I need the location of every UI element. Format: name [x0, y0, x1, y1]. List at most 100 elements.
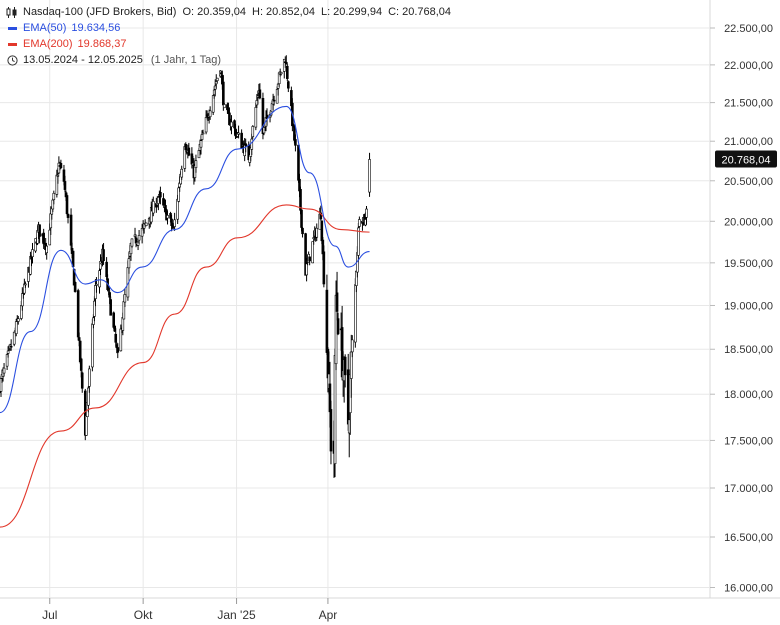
candle-body — [180, 168, 184, 178]
candle-body — [208, 110, 212, 118]
candle-body — [93, 300, 96, 317]
candlestick-icon — [6, 6, 18, 18]
candle-body — [144, 222, 148, 226]
candle-body — [76, 290, 80, 338]
candle-body — [305, 263, 308, 276]
candle-body — [2, 367, 6, 374]
candle-body — [38, 224, 41, 237]
chart-legend: Nasdaq-100 (JFD Brokers, Bid) O: 20.359,… — [6, 4, 451, 68]
ema50-swatch — [7, 26, 17, 30]
candle-body — [199, 140, 203, 148]
candle-body — [311, 241, 314, 264]
candle-body — [200, 134, 204, 140]
candle-body — [300, 209, 303, 228]
period-label: (1 Jahr, 1 Tag) — [150, 54, 222, 66]
y-tick-label: 19.500,00 — [724, 258, 773, 270]
candle-body — [368, 159, 371, 193]
candle-body — [187, 147, 191, 156]
candle-body — [80, 372, 84, 389]
candle-body — [365, 208, 368, 218]
candle-body — [14, 321, 18, 334]
candle-body — [9, 345, 13, 348]
candle-body — [48, 229, 52, 246]
y-tick-label: 18.000,00 — [724, 389, 773, 401]
y-tick-label: 21.000,00 — [724, 136, 773, 148]
ema50-value: 19.634,56 — [71, 22, 121, 34]
candle-body — [166, 215, 169, 219]
last-price-label: 20.768,04 — [722, 154, 771, 166]
y-tick-label: 20.000,00 — [724, 216, 773, 228]
candle-body — [109, 299, 112, 316]
close-label: C: — [388, 6, 400, 18]
candle-body — [325, 289, 329, 353]
ema200-value: 19.868,37 — [77, 38, 127, 50]
legend-row-ohlc: Nasdaq-100 (JFD Brokers, Bid) O: 20.359,… — [6, 4, 451, 20]
candle-body — [170, 218, 173, 226]
candle-body — [151, 201, 155, 214]
y-tick-label: 19.000,00 — [724, 300, 773, 312]
candle-body — [127, 258, 131, 269]
candle-body — [73, 282, 77, 292]
candle-body — [108, 292, 111, 298]
clock-icon — [6, 54, 18, 66]
candle-body — [350, 339, 354, 353]
open-value: 20.359,04 — [197, 6, 247, 18]
x-tick-label: Okt — [134, 608, 153, 622]
candle-body — [201, 132, 205, 135]
high-label: H: — [252, 6, 264, 18]
candle-body — [250, 138, 254, 150]
candle-body — [315, 227, 319, 238]
y-tick-label: 17.000,00 — [724, 483, 773, 495]
candle-body — [261, 97, 265, 134]
candle-body — [301, 227, 304, 235]
candle-body — [31, 249, 34, 257]
candle-body — [95, 283, 98, 286]
candle-body — [88, 368, 91, 387]
candle-body — [211, 95, 215, 113]
candle-body — [164, 205, 167, 209]
y-axis: 16.000,00 16.500,00 17.000,00 17.500,00 18.0… — [710, 23, 773, 595]
candle-body — [286, 65, 289, 79]
candle-body — [6, 350, 10, 354]
low-value: 20.299,94 — [333, 6, 383, 18]
candle-body — [114, 333, 118, 343]
candle-body — [284, 61, 288, 65]
candle-body — [63, 181, 67, 190]
candle-body — [254, 107, 258, 128]
candle-body — [237, 132, 240, 135]
candle-body — [279, 72, 283, 75]
candle-body — [357, 227, 360, 256]
candle-body — [91, 323, 94, 368]
candle-body — [140, 228, 144, 237]
ema200-label: EMA(200) — [23, 38, 73, 50]
candle-body — [204, 117, 208, 133]
chart-grid — [0, 0, 780, 599]
candle-body — [5, 354, 9, 367]
candle-body — [184, 143, 188, 151]
candle-body — [52, 192, 56, 201]
candle-body — [77, 337, 81, 341]
y-tick-label: 22.500,00 — [724, 23, 773, 35]
candle-body — [223, 104, 226, 109]
candle-body — [343, 356, 347, 376]
ema200-line — [0, 204, 370, 528]
candle-body — [322, 251, 326, 285]
candle-body — [308, 256, 311, 262]
ema50-line — [0, 105, 370, 414]
x-tick-label: Apr — [319, 608, 338, 622]
candle-body — [215, 77, 219, 81]
open-label: O: — [182, 6, 195, 18]
candle-body — [329, 409, 333, 452]
y-tick-label: 18.500,00 — [724, 344, 773, 356]
candle-body — [335, 292, 339, 312]
x-tick-label: Jul — [42, 608, 57, 622]
candle-body — [287, 81, 290, 89]
candle-body — [79, 358, 83, 371]
candle-body — [294, 139, 297, 146]
candle-body — [137, 235, 141, 241]
candle-body — [354, 284, 357, 343]
candle-body — [222, 81, 225, 106]
y-tick-label: 20.500,00 — [724, 176, 773, 188]
candle-body — [24, 283, 27, 286]
